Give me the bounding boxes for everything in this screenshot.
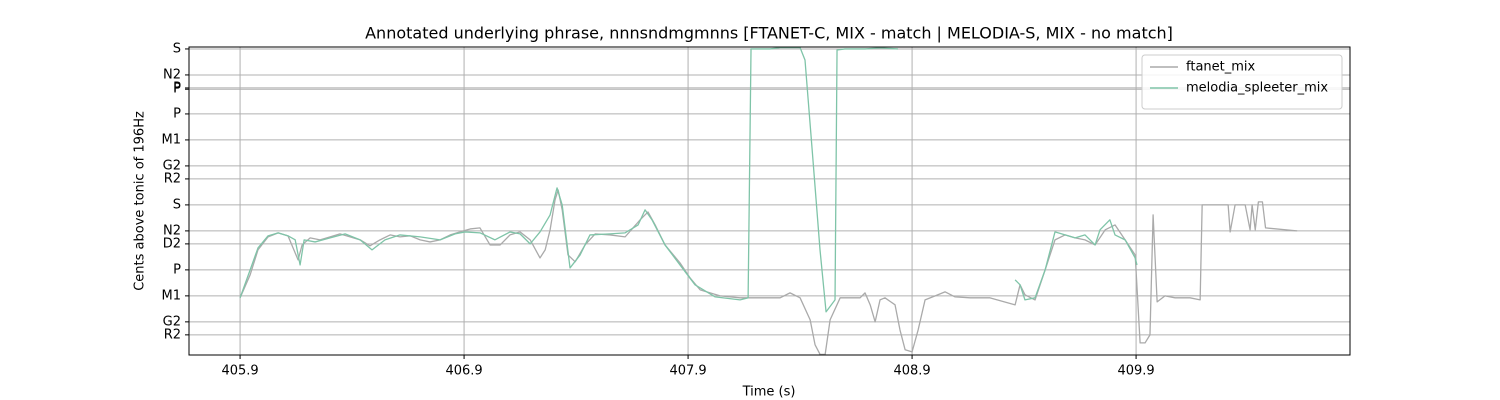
- y-tick-label: D2: [163, 236, 181, 251]
- series-line: [239, 47, 1138, 313]
- y-tick-label: N2: [163, 67, 181, 82]
- x-tick-label: 407.9: [669, 364, 706, 379]
- x-tick-label: 409.9: [1117, 364, 1154, 379]
- y-tick-label: P: [173, 262, 181, 277]
- y-tick-label: P: [173, 82, 181, 97]
- x-tick-label: 406.9: [445, 364, 482, 379]
- y-tick-label: P: [173, 106, 181, 121]
- y-tick-label: P: [173, 80, 181, 95]
- plot-frame: [188, 46, 1351, 356]
- x-axis-label: Time (s): [742, 385, 796, 400]
- y-tick-label: G2: [163, 314, 181, 329]
- y-tick-label: G2: [163, 158, 181, 173]
- x-tick-label: 408.9: [893, 364, 930, 379]
- chart-title: Annotated underlying phrase, nnnsndmgmnn…: [365, 24, 1173, 43]
- plot-area: [239, 47, 1298, 355]
- y-tick-label: S: [173, 41, 181, 56]
- y-tick-label: M1: [162, 288, 182, 303]
- legend-label: ftanet_mix: [1186, 60, 1256, 75]
- legend: ftanet_mix melodia_spleeter_mix: [1141, 54, 1343, 110]
- y-tick-label: R2: [164, 327, 181, 342]
- series-line: [239, 189, 1298, 355]
- y-tick-label: R2: [164, 171, 181, 186]
- y-axis-label: Cents above tonic of 196Hz: [133, 111, 148, 291]
- y-tick-label: N2: [163, 223, 181, 238]
- legend-label: melodia_spleeter_mix: [1186, 81, 1328, 96]
- y-tick-label: S: [173, 197, 181, 212]
- x-tick-label: 405.9: [221, 364, 258, 379]
- y-tick-label: M1: [162, 132, 182, 147]
- grid: 405.9 406.9 407.9 408.9 409.9SN2PPPM1G2R2SN2…: [162, 41, 1350, 379]
- legend-box: [1141, 54, 1343, 110]
